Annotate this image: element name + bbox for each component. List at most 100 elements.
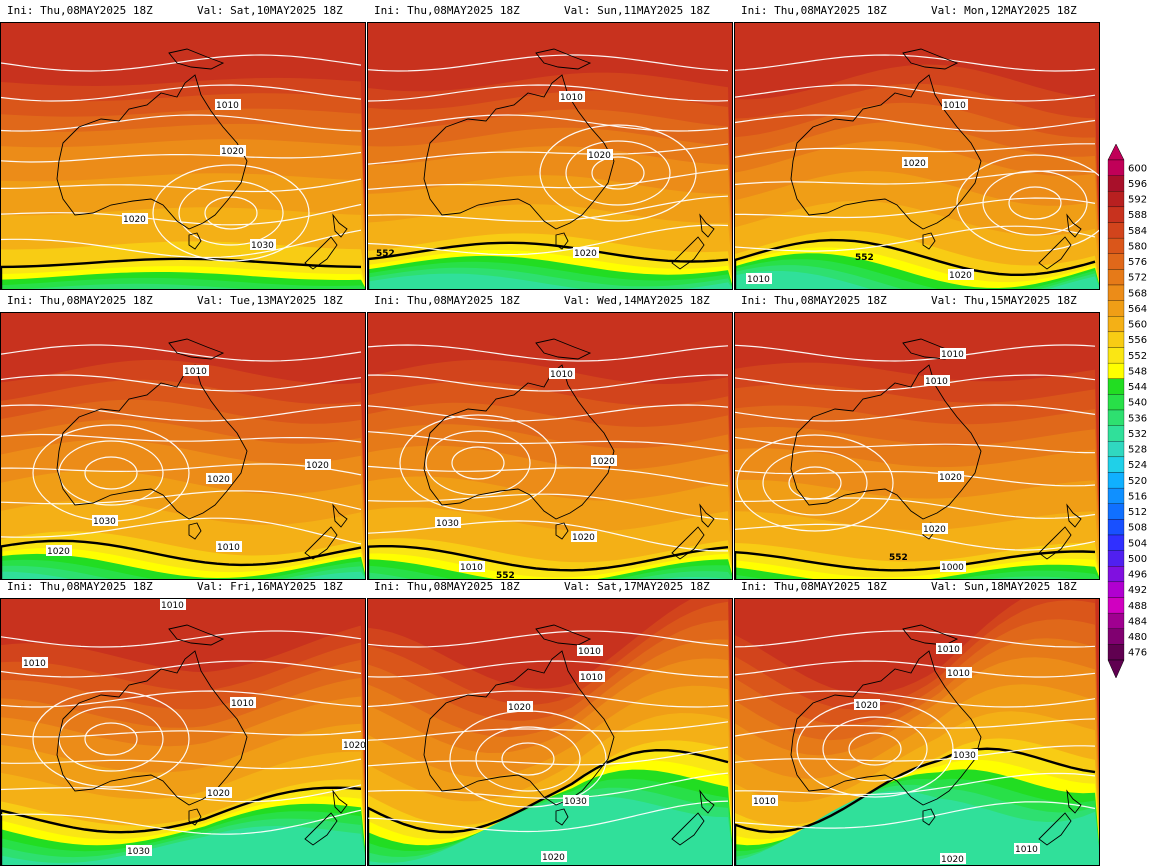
colorbar-scale: 6005965925885845805765725685645605565525… [1106, 144, 1152, 684]
colorbar-swatch [1108, 535, 1124, 551]
colorbar-tick-label: 532 [1128, 429, 1147, 440]
colorbar-max-arrow [1108, 144, 1124, 160]
contour-label: 1010 [160, 599, 186, 611]
colorbar-swatch [1108, 582, 1124, 598]
init-time-label: Ini: Thu,08MAY2025 18Z [741, 0, 887, 22]
contour-label: 1020 [220, 145, 246, 157]
contour-label: 1010 [924, 375, 950, 387]
map-frame: 1010 1020 552 1020 [367, 22, 733, 290]
colorbar-swatch [1108, 629, 1124, 645]
contour-label: 1020 [342, 739, 366, 751]
valid-time-label: Val: Sun,18MAY2025 18Z [931, 576, 1077, 598]
colorbar-swatch [1108, 551, 1124, 567]
colorbar-swatch [1108, 379, 1124, 395]
contour-label-text: 1020 [343, 741, 366, 751]
contour-label: 1020 [573, 247, 599, 259]
colorbar-swatch [1108, 394, 1124, 410]
valid-time-label: Val: Mon,12MAY2025 18Z [931, 0, 1077, 22]
contour-label: 1030 [126, 845, 152, 857]
colorbar-tick-label: 584 [1128, 226, 1147, 237]
colorbar-tick-label: 488 [1128, 601, 1147, 612]
contour-label: 1020 [507, 701, 533, 713]
contour-label-text: 1010 [937, 645, 960, 655]
contour-label: 1020 [922, 523, 948, 535]
colorbar-swatch [1108, 316, 1124, 332]
contour-label: 1030 [435, 517, 461, 529]
contour-label: 1030 [250, 239, 276, 251]
init-time-label: Ini: Thu,08MAY2025 18Z [7, 0, 153, 22]
colorbar-tick-label: 524 [1128, 460, 1147, 471]
contour-label-text: 1020 [47, 547, 70, 557]
colorbar-swatch [1108, 238, 1124, 254]
colorbar-tick-label: 520 [1128, 476, 1147, 487]
colorbar-tick-label: 544 [1128, 382, 1147, 393]
colorbar-tick-label: 556 [1128, 335, 1147, 346]
colorbar-tick-label: 504 [1128, 538, 1147, 549]
colorbar-tick-label: 580 [1128, 241, 1147, 252]
contour-label-text: 552 [376, 249, 395, 259]
valid-time-label: Val: Sat,10MAY2025 18Z [197, 0, 343, 22]
colorbar-swatch [1108, 473, 1124, 489]
colorbar-tick-label: 512 [1128, 507, 1147, 518]
colorbar-swatch [1108, 176, 1124, 192]
colorbar-swatch [1108, 441, 1124, 457]
forecast-panel: Ini: Thu,08MAY2025 18Z Val: Mon,12MAY2025… [734, 0, 1102, 290]
colorbar-tick-label: 528 [1128, 445, 1147, 456]
valid-time-label: Val: Wed,14MAY2025 18Z [564, 290, 710, 312]
init-time-label: Ini: Thu,08MAY2025 18Z [374, 576, 520, 598]
contour-label: 1030 [952, 749, 978, 761]
colorbar-tick-label: 560 [1128, 320, 1147, 331]
contour-label-text: 1020 [588, 151, 611, 161]
contour-label-text: 1030 [436, 519, 459, 529]
contour-label: 1020 [541, 851, 567, 863]
contour-label-text: 1010 [753, 797, 776, 807]
colorbar-swatch [1108, 457, 1124, 473]
contour-label: 1000 [940, 561, 966, 573]
colorbar-swatch [1108, 488, 1124, 504]
contour-label: 1010 [746, 273, 772, 285]
contour-label: 1010 [1014, 843, 1040, 855]
contour-label: 1010 [216, 541, 242, 553]
contour-label: 552 [854, 251, 874, 263]
contour-label: 1010 [752, 795, 778, 807]
init-time-label: Ini: Thu,08MAY2025 18Z [741, 290, 887, 312]
colorbar-tick-label: 496 [1128, 570, 1147, 581]
colorbar-tick-label: 564 [1128, 304, 1147, 315]
contour-label-text: 1010 [578, 647, 601, 657]
init-time-label: Ini: Thu,08MAY2025 18Z [7, 290, 153, 312]
contour-label-text: 1010 [1015, 845, 1038, 855]
contour-label: 1020 [587, 149, 613, 161]
forecast-panel: Ini: Thu,08MAY2025 18Z Val: Sat,10MAY2025… [0, 0, 368, 290]
colorbar-swatch [1108, 598, 1124, 614]
contour-label: 1010 [459, 561, 485, 573]
contour-label-text: 1010 [560, 93, 583, 103]
contour-label: 1010 [579, 671, 605, 683]
contour-label-text: 1020 [855, 701, 878, 711]
contour-label: 1030 [563, 795, 589, 807]
contour-label-text: 1010 [947, 669, 970, 679]
contour-label-text: 1010 [580, 673, 603, 683]
colorbar-swatch [1108, 223, 1124, 239]
colorbar-tick-label: 596 [1128, 179, 1147, 190]
contour-label: 1020 [122, 213, 148, 225]
map-frame: 10101010102010301020552 [367, 598, 733, 866]
colorbar-swatch [1108, 613, 1124, 629]
contour-label-text: 552 [889, 553, 908, 563]
colorbar-swatch [1108, 504, 1124, 520]
contour-label: 1010 [940, 348, 966, 360]
contour-label: 1020 [571, 531, 597, 543]
